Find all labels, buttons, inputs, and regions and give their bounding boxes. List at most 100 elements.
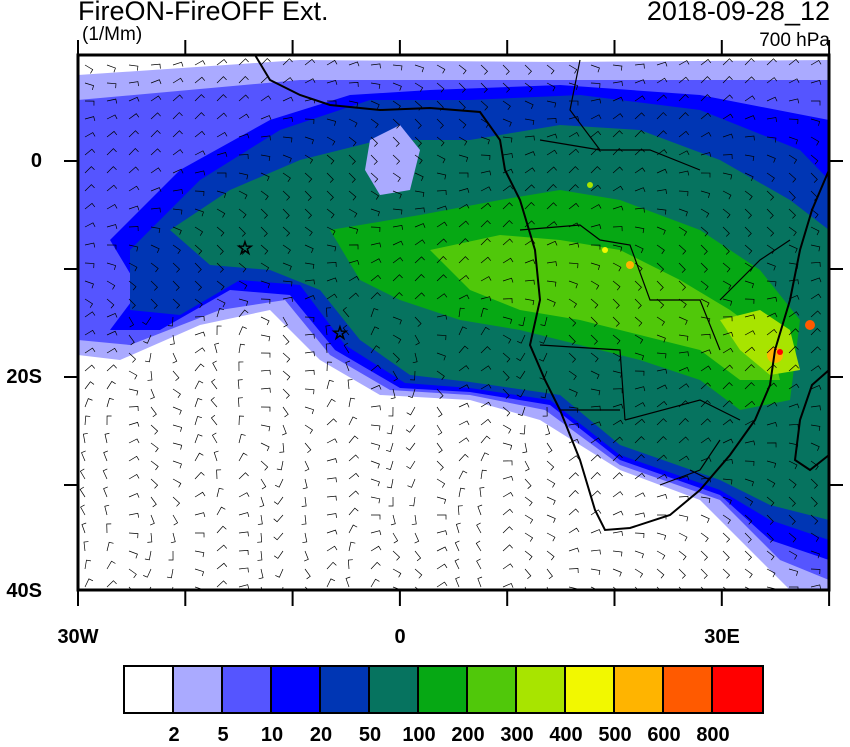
wind-barb [326, 277, 338, 283]
colorbar-label: 20 [309, 724, 333, 746]
wind-barb [150, 148, 161, 156]
wind-barb [345, 360, 351, 372]
wind-barb [480, 326, 490, 336]
wind-barb [546, 298, 556, 307]
wind-barb [147, 532, 153, 543]
wind-barb [128, 370, 138, 380]
wind-barb [458, 172, 469, 178]
wind-barb [392, 274, 403, 282]
wind-barb [590, 130, 602, 138]
wind-barb [524, 532, 534, 542]
wind-barb [326, 307, 331, 318]
wind-barb [326, 545, 338, 552]
wind-barb [766, 478, 776, 488]
wind-barb [524, 151, 536, 156]
wind-barb [260, 190, 269, 201]
wind-barb [722, 172, 733, 180]
wind-barb [744, 172, 754, 182]
wind-barb [678, 383, 690, 390]
wind-barb [392, 190, 402, 199]
wind-barb [678, 190, 689, 197]
wind-barb [194, 415, 203, 426]
wind-barb [502, 257, 514, 264]
wind-barb [414, 532, 420, 544]
wind-barb [326, 398, 336, 408]
wind-barb [656, 550, 666, 560]
wind-barb [326, 361, 332, 372]
wind-barb [326, 154, 335, 165]
wind-barb [788, 172, 797, 183]
wind-barb [568, 490, 579, 498]
wind-barb [568, 166, 579, 174]
wind-barb [477, 576, 483, 588]
wind-barb [766, 532, 774, 543]
wind-barb [128, 316, 135, 328]
wind-barb [612, 244, 623, 252]
wind-barb [480, 307, 488, 318]
wind-barb [678, 60, 690, 66]
wind-barb [106, 347, 118, 354]
wind-barb [480, 238, 491, 246]
wind-barb [142, 316, 152, 326]
wind-barb [634, 568, 644, 578]
wind-barb [590, 280, 600, 290]
wind-barb [370, 326, 380, 336]
wind-barb [590, 352, 599, 363]
wind-barb [766, 77, 778, 84]
wind-barb [634, 550, 644, 559]
wind-barb [810, 261, 821, 267]
wind-barb [260, 424, 271, 432]
wind-barb [301, 514, 307, 525]
wind-barb [502, 316, 513, 324]
wind-barb [502, 475, 514, 481]
wind-barb [84, 559, 91, 570]
wind-barb [656, 473, 668, 480]
wind-barb [722, 438, 734, 444]
wind-barb [282, 280, 293, 287]
wind-barb [480, 82, 488, 93]
wind-barb [568, 406, 579, 413]
wind-barb [700, 457, 712, 462]
wind-barb [326, 293, 338, 300]
wind-barb [128, 262, 138, 272]
wind-barb [788, 58, 800, 66]
wind-barb [788, 154, 798, 164]
wind-barb [128, 185, 140, 192]
wind-barb [436, 460, 444, 471]
wind-barb [194, 60, 206, 66]
wind-barb [766, 208, 774, 219]
wind-barb [405, 442, 416, 451]
wind-barb [436, 530, 448, 536]
wind-barb [678, 94, 689, 102]
wind-barb [414, 550, 422, 562]
wind-barb [392, 334, 402, 344]
wind-barb [568, 568, 579, 573]
colorbar-swatch [321, 667, 370, 712]
wind-barb [304, 424, 314, 434]
wind-barb [370, 118, 379, 129]
wind-barb [370, 460, 380, 469]
wind-barb [590, 421, 602, 427]
contour-200 [430, 235, 780, 380]
wind-barb [370, 478, 380, 487]
wind-barb [766, 262, 776, 271]
wind-barb [238, 492, 250, 498]
wind-barb [634, 79, 646, 85]
wind-barb [766, 329, 778, 336]
wind-barb [167, 316, 174, 327]
wind-barb [370, 405, 381, 411]
wind-barb [348, 397, 356, 408]
wind-barb [458, 64, 467, 75]
wind-barb [172, 61, 184, 67]
wind-barb [172, 298, 181, 309]
wind-barb [260, 478, 267, 490]
wind-barb [678, 76, 690, 84]
wind-barb [326, 578, 336, 588]
wind-barb [700, 152, 712, 157]
hotspot [777, 349, 783, 355]
wind-barb [194, 190, 205, 197]
wind-barb [386, 478, 394, 489]
wind-barb [348, 259, 360, 265]
colorbar-label: 300 [500, 724, 534, 746]
x-tick-label: 30E [704, 626, 740, 648]
